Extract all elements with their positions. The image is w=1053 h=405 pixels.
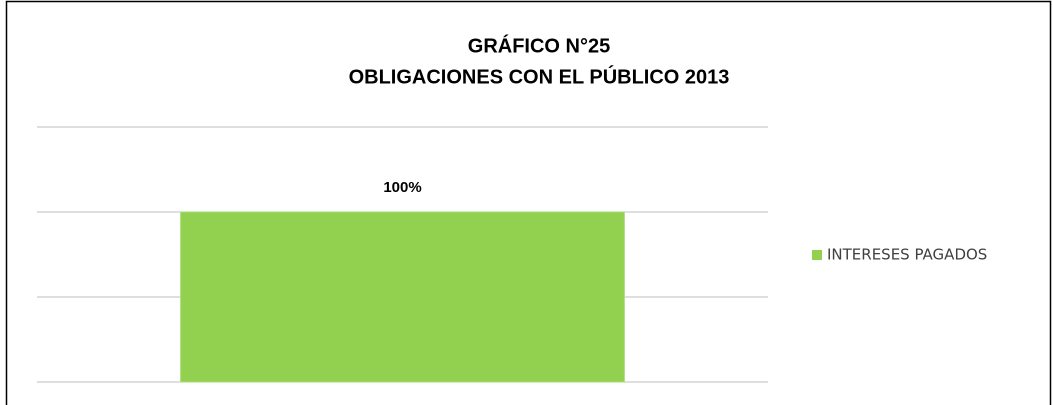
chart-subtitle: OBLIGACIONES CON EL PÚBLICO 2013 bbox=[349, 64, 730, 88]
value-label: 100% bbox=[383, 179, 421, 196]
bar bbox=[180, 211, 625, 383]
frame bbox=[5, 0, 1052, 405]
chart-title: GRÁFICO N°25 bbox=[468, 34, 610, 57]
legend-label: INTERESES PAGADOS bbox=[827, 246, 987, 264]
legend-swatch bbox=[812, 250, 822, 260]
